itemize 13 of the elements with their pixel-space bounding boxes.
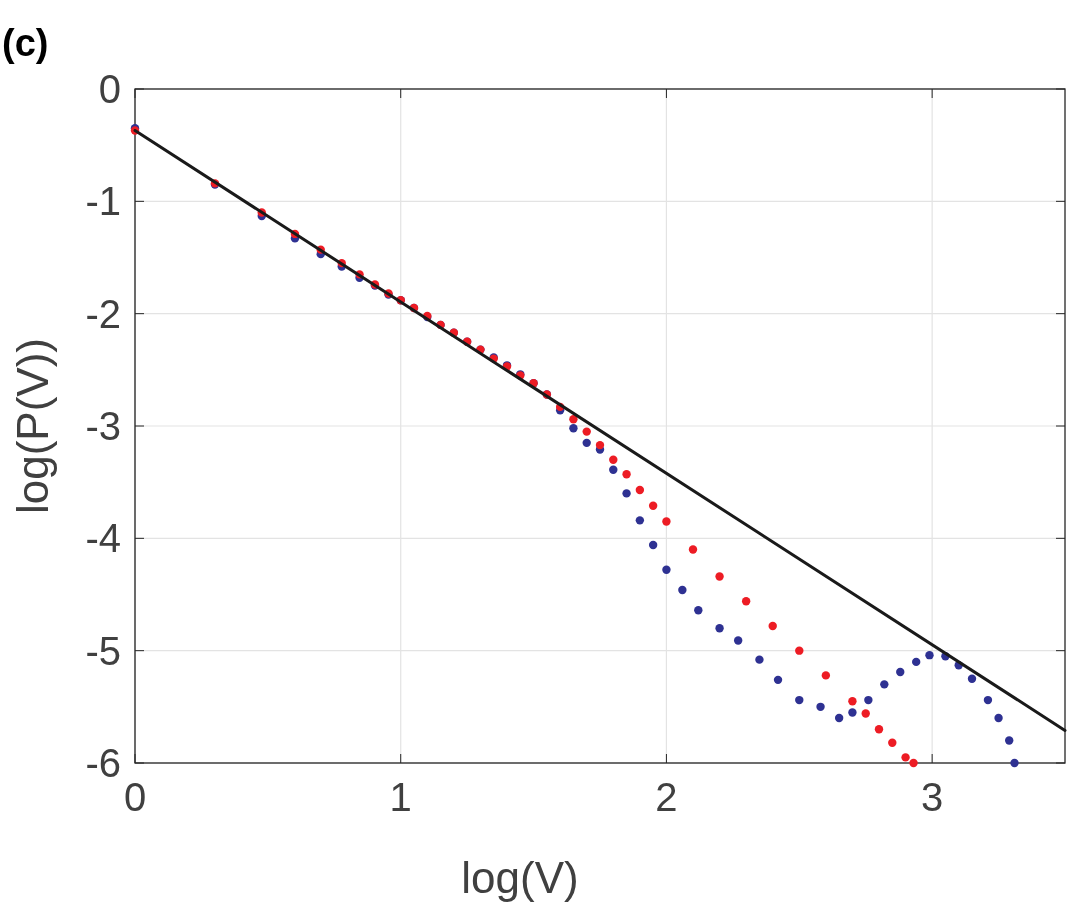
y-tick-label: -4: [85, 516, 121, 561]
x-tick-label: 3: [921, 775, 944, 819]
y-tick-label: -3: [85, 404, 121, 448]
x-axis-title: log(V): [461, 853, 579, 902]
x-tick-label: 2: [655, 775, 678, 819]
y-axis-title: log(P(V)): [8, 337, 57, 515]
y-tick-label: -5: [85, 628, 121, 673]
y-tick-label: 0: [98, 67, 121, 111]
y-tick-label: -1: [85, 179, 121, 224]
chart-title: (c): [2, 22, 49, 64]
y-tick-label: -6: [85, 741, 121, 785]
x-tick-label: 1: [389, 775, 412, 819]
y-tick-label: -2: [85, 291, 121, 336]
